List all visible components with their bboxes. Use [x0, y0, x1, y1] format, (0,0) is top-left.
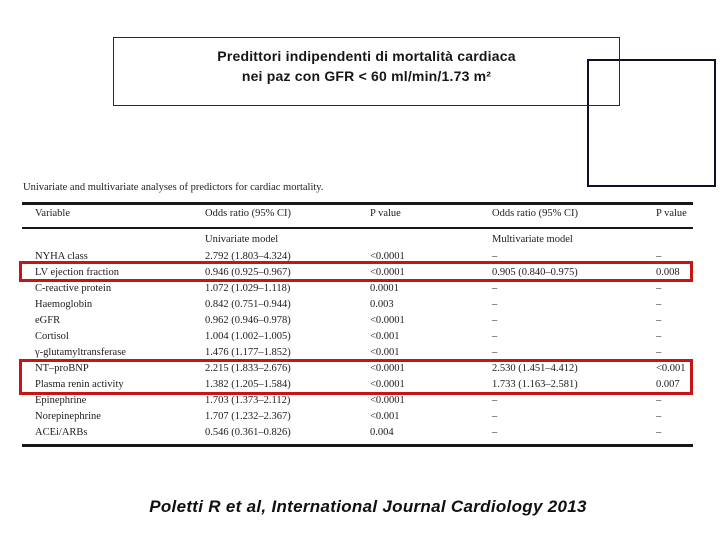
multivariate-pvalue-cell: – — [656, 331, 662, 342]
multivariate-or-cell: 1.733 (1.163–2.581) — [492, 379, 578, 390]
variable-cell: Epinephrine — [35, 395, 87, 406]
variable-cell: eGFR — [35, 315, 61, 326]
subheader-multivariate-model: Multivariate model — [492, 234, 573, 245]
multivariate-pvalue-cell: – — [656, 283, 662, 294]
table-row: ACEi/ARBs 0.546 (0.361–0.826) 0.004 – – — [22, 426, 693, 442]
column-header-uni-or: Odds ratio (95% CI) — [205, 208, 292, 219]
univariate-or-cell: 2.792 (1.803–4.324) — [205, 251, 291, 262]
univariate-or-cell: 1.382 (1.205–1.584) — [205, 379, 291, 390]
univariate-or-cell: 1.072 (1.029–1.118) — [205, 283, 291, 294]
multivariate-or-cell: – — [492, 299, 498, 310]
multivariate-or-cell: – — [492, 427, 498, 438]
univariate-or-cell: 1.004 (1.002–1.005) — [205, 331, 291, 342]
variable-cell: Plasma renin activity — [35, 379, 124, 390]
table-row: γ-glutamyltransferase 1.476 (1.177–1.852… — [22, 346, 693, 362]
univariate-or-cell: 1.476 (1.177–1.852) — [205, 347, 291, 358]
variable-cell: LV ejection fraction — [35, 267, 119, 278]
column-header-variable: Variable — [35, 208, 70, 219]
table-row: Plasma renin activity 1.382 (1.205–1.584… — [22, 378, 693, 394]
univariate-pvalue-cell: 0.004 — [370, 427, 394, 438]
table-row: eGFR 0.962 (0.946–0.978) <0.0001 – – — [22, 314, 693, 330]
multivariate-pvalue-cell: – — [656, 299, 662, 310]
univariate-pvalue-cell: 0.0001 — [370, 283, 399, 294]
column-header-multi-p: P value — [656, 208, 687, 219]
variable-cell: Haemoglobin — [35, 299, 93, 310]
table-row: NYHA class 2.792 (1.803–4.324) <0.0001 –… — [22, 250, 693, 266]
variable-cell: Cortisol — [35, 331, 69, 342]
table-body: NYHA class 2.792 (1.803–4.324) <0.0001 –… — [22, 250, 693, 442]
table-rule-bottom — [22, 444, 693, 447]
highlight-box-lv-ejection-fraction — [19, 261, 693, 282]
univariate-or-cell: 1.703 (1.373–2.112) — [205, 395, 291, 406]
multivariate-or-cell: – — [492, 347, 498, 358]
univariate-or-cell: 0.546 (0.361–0.826) — [205, 427, 291, 438]
highlight-box-ntprobnp-plasma-renin — [19, 359, 693, 395]
univariate-pvalue-cell: <0.0001 — [370, 395, 405, 406]
slide-title-line-1: Predittori indipendenti di mortalità car… — [217, 48, 516, 64]
multivariate-pvalue-cell: – — [656, 395, 662, 406]
variable-cell: NT–proBNP — [35, 363, 89, 374]
univariate-pvalue-cell: <0.0001 — [370, 251, 405, 262]
multivariate-pvalue-cell: 0.008 — [656, 267, 680, 278]
multivariate-pvalue-cell: – — [656, 347, 662, 358]
univariate-or-cell: 0.962 (0.946–0.978) — [205, 315, 291, 326]
univariate-or-cell: 0.842 (0.751–0.944) — [205, 299, 291, 310]
variable-cell: ACEi/ARBs — [35, 427, 88, 438]
multivariate-or-cell: – — [492, 315, 498, 326]
column-header-uni-p: P value — [370, 208, 401, 219]
variable-cell: NYHA class — [35, 251, 88, 262]
univariate-pvalue-cell: <0.0001 — [370, 379, 405, 390]
multivariate-or-cell: 0.905 (0.840–0.975) — [492, 267, 578, 278]
table-row: Haemoglobin 0.842 (0.751–0.944) 0.003 – … — [22, 298, 693, 314]
multivariate-pvalue-cell: – — [656, 427, 662, 438]
table-rule-header — [22, 227, 693, 229]
multivariate-pvalue-cell: – — [656, 251, 662, 262]
multivariate-or-cell: – — [492, 331, 498, 342]
column-header-multi-or: Odds ratio (95% CI) — [492, 208, 579, 219]
table-row: Cortisol 1.004 (1.002–1.005) <0.001 – – — [22, 330, 693, 346]
decorative-corner-box — [587, 59, 716, 187]
table-caption: Univariate and multivariate analyses of … — [23, 182, 324, 193]
table-row: Epinephrine 1.703 (1.373–2.112) <0.0001 … — [22, 394, 693, 410]
univariate-or-cell: 1.707 (1.232–2.367) — [205, 411, 291, 422]
variable-cell: C-reactive protein — [35, 283, 112, 294]
multivariate-pvalue-cell: – — [656, 411, 662, 422]
univariate-or-cell: 2.215 (1.833–2.676) — [205, 363, 291, 374]
multivariate-or-cell: – — [492, 283, 498, 294]
univariate-pvalue-cell: <0.001 — [370, 411, 400, 422]
multivariate-pvalue-cell: <0.001 — [656, 363, 686, 374]
univariate-or-cell: 0.946 (0.925–0.967) — [205, 267, 291, 278]
variable-cell: Norepinephrine — [35, 411, 101, 422]
univariate-pvalue-cell: <0.001 — [370, 347, 400, 358]
subheader-univariate-model: Univariate model — [205, 234, 279, 245]
multivariate-or-cell: 2.530 (1.451–4.412) — [492, 363, 578, 374]
table-row: C-reactive protein 1.072 (1.029–1.118) 0… — [22, 282, 693, 298]
univariate-pvalue-cell: <0.0001 — [370, 267, 405, 278]
slide-title-line-2: nei paz con GFR < 60 ml/min/1.73 m² — [241, 68, 492, 84]
slide-title-box: Predittori indipendenti di mortalità car… — [113, 37, 620, 106]
variable-cell: γ-glutamyltransferase — [35, 347, 126, 358]
table-rule-top — [22, 202, 693, 205]
multivariate-or-cell: – — [492, 251, 498, 262]
multivariate-or-cell: – — [492, 411, 498, 422]
multivariate-pvalue-cell: – — [656, 315, 662, 326]
multivariate-or-cell: – — [492, 395, 498, 406]
univariate-pvalue-cell: <0.0001 — [370, 363, 405, 374]
univariate-pvalue-cell: 0.003 — [370, 299, 394, 310]
multivariate-pvalue-cell: 0.007 — [656, 379, 680, 390]
univariate-pvalue-cell: <0.001 — [370, 331, 400, 342]
table-row: LV ejection fraction 0.946 (0.925–0.967)… — [22, 266, 693, 282]
table-row: Norepinephrine 1.707 (1.232–2.367) <0.00… — [22, 410, 693, 426]
univariate-pvalue-cell: <0.0001 — [370, 315, 405, 326]
citation: Poletti R et al, International Journal C… — [149, 497, 587, 516]
table-row: NT–proBNP 2.215 (1.833–2.676) <0.0001 2.… — [22, 362, 693, 378]
results-table: Univariate and multivariate analyses of … — [22, 182, 693, 450]
